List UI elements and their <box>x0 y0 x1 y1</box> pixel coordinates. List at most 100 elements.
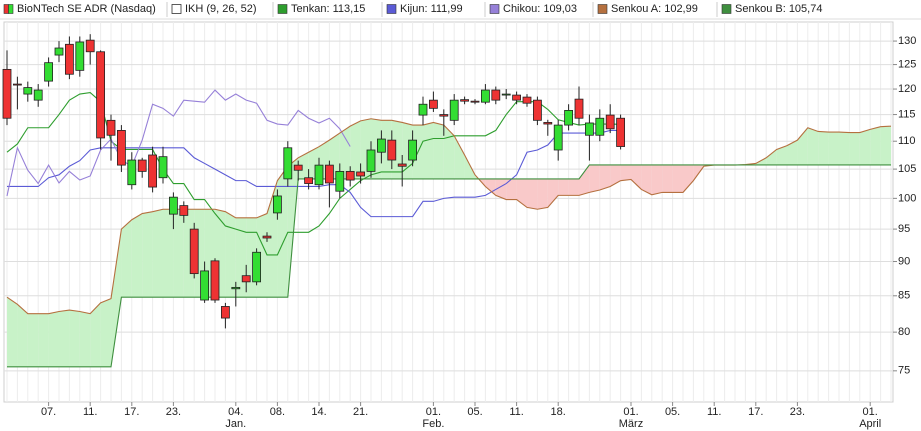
cloud-fill <box>17 304 28 367</box>
candle-body <box>595 117 605 136</box>
candle-body <box>12 83 22 86</box>
x-tick-label: 01. <box>426 406 441 418</box>
x-tick-label: 04. <box>228 406 243 418</box>
candle-body <box>283 147 293 180</box>
cloud-fill <box>818 131 829 165</box>
y-tick-label: 115 <box>898 108 916 120</box>
candle-body <box>314 164 324 186</box>
y-tick-label: 125 <box>898 58 916 70</box>
y-tick-label: 85 <box>898 290 910 302</box>
legend-label: Tenkan: 113,15 <box>291 3 365 15</box>
y-tick-label: 120 <box>898 83 916 95</box>
y-tick-label: 130 <box>898 35 916 47</box>
candle-body <box>522 96 532 104</box>
candle-body <box>220 306 230 319</box>
cloud-fill <box>599 164 611 191</box>
legend-icon <box>597 4 608 14</box>
legend-label: BioNTech SE ADR (Nasdaq) <box>17 3 156 15</box>
candle-body <box>293 164 303 171</box>
cloud-fill <box>443 125 455 179</box>
candle-body <box>272 195 282 214</box>
x-tick-label: 17. <box>124 406 139 418</box>
candle-body <box>168 196 178 215</box>
indicator-line <box>6 89 351 197</box>
candle-body <box>439 114 449 117</box>
cloud-fill <box>163 209 174 298</box>
cloud-fill <box>807 127 819 165</box>
cloud-fill <box>870 126 881 165</box>
candle-body <box>241 275 251 283</box>
candle-body <box>460 99 470 102</box>
cloud-fill <box>350 120 361 179</box>
candle-body <box>33 89 43 101</box>
candle-body <box>106 119 116 136</box>
candle-body <box>54 47 64 56</box>
x-tick-label: 11. <box>707 406 721 418</box>
legend-background <box>0 0 921 19</box>
candle-body <box>179 205 189 216</box>
candle-body <box>553 124 563 151</box>
candle-body <box>480 89 490 103</box>
candle-body <box>324 164 334 184</box>
x-tick-label: 23. <box>166 406 181 418</box>
legend-label: Kijun: 111,99 <box>400 3 463 15</box>
cloud-fill <box>225 211 236 298</box>
candle-body <box>574 98 584 119</box>
legend-icon <box>277 4 288 14</box>
candle-body <box>470 100 480 103</box>
y-tick-label: 90 <box>898 255 910 267</box>
cloud-fill <box>454 135 465 179</box>
cloud-fill <box>495 178 507 200</box>
cloud-fill <box>547 178 559 208</box>
indicator-line <box>7 129 621 218</box>
x-tick-label: 01. <box>863 406 878 418</box>
y-tick-label: 80 <box>898 326 910 338</box>
candle-body <box>148 154 158 188</box>
cloud-fill <box>766 149 777 165</box>
x-tick-label: 01. <box>623 406 638 418</box>
indicator-line <box>7 164 891 368</box>
candle-body <box>117 130 126 166</box>
candle-body <box>23 87 33 95</box>
cloud-fill <box>27 313 39 367</box>
cloud-fill <box>100 298 111 367</box>
x-tick-label: 05. <box>665 406 680 418</box>
cloud-fill <box>121 219 132 298</box>
cloud-fill <box>558 178 569 196</box>
candle-body <box>605 114 615 130</box>
candle-body <box>543 122 553 125</box>
plot-area <box>3 21 894 403</box>
cloud-fill <box>787 140 798 165</box>
legend-icon <box>171 4 182 14</box>
cloud-fill <box>880 126 891 165</box>
cloud-fill <box>90 302 101 367</box>
cloud-fill <box>672 164 683 193</box>
cloud-fill <box>131 213 143 298</box>
legend-label: Senkou A: 102,99 <box>611 3 698 15</box>
candle-body <box>231 286 241 290</box>
x-tick-label: 14. <box>311 406 326 418</box>
candle-body <box>210 260 220 301</box>
candle-body <box>428 99 438 109</box>
candle-body <box>2 68 12 119</box>
legend-label: Chikou: 109,03 <box>503 3 577 15</box>
cloud-fill <box>537 178 548 210</box>
cloud-fill <box>59 310 70 367</box>
candle-body <box>335 170 345 192</box>
candle-body <box>533 99 542 121</box>
y-tick-label: 105 <box>898 163 916 175</box>
candle-body <box>512 94 521 101</box>
cloud-fill <box>859 129 871 165</box>
x-tick-label: 07. <box>41 406 56 418</box>
candle-body <box>397 163 407 167</box>
cloud-fill <box>142 211 153 298</box>
y-tick-label: 75 <box>898 365 910 377</box>
candle-body <box>200 270 210 301</box>
month-label: April <box>859 418 881 430</box>
candle-body <box>262 235 272 239</box>
candle-body <box>564 110 573 126</box>
candle-body <box>387 139 397 161</box>
cloud-fill <box>610 164 621 187</box>
candle-body <box>376 138 386 153</box>
